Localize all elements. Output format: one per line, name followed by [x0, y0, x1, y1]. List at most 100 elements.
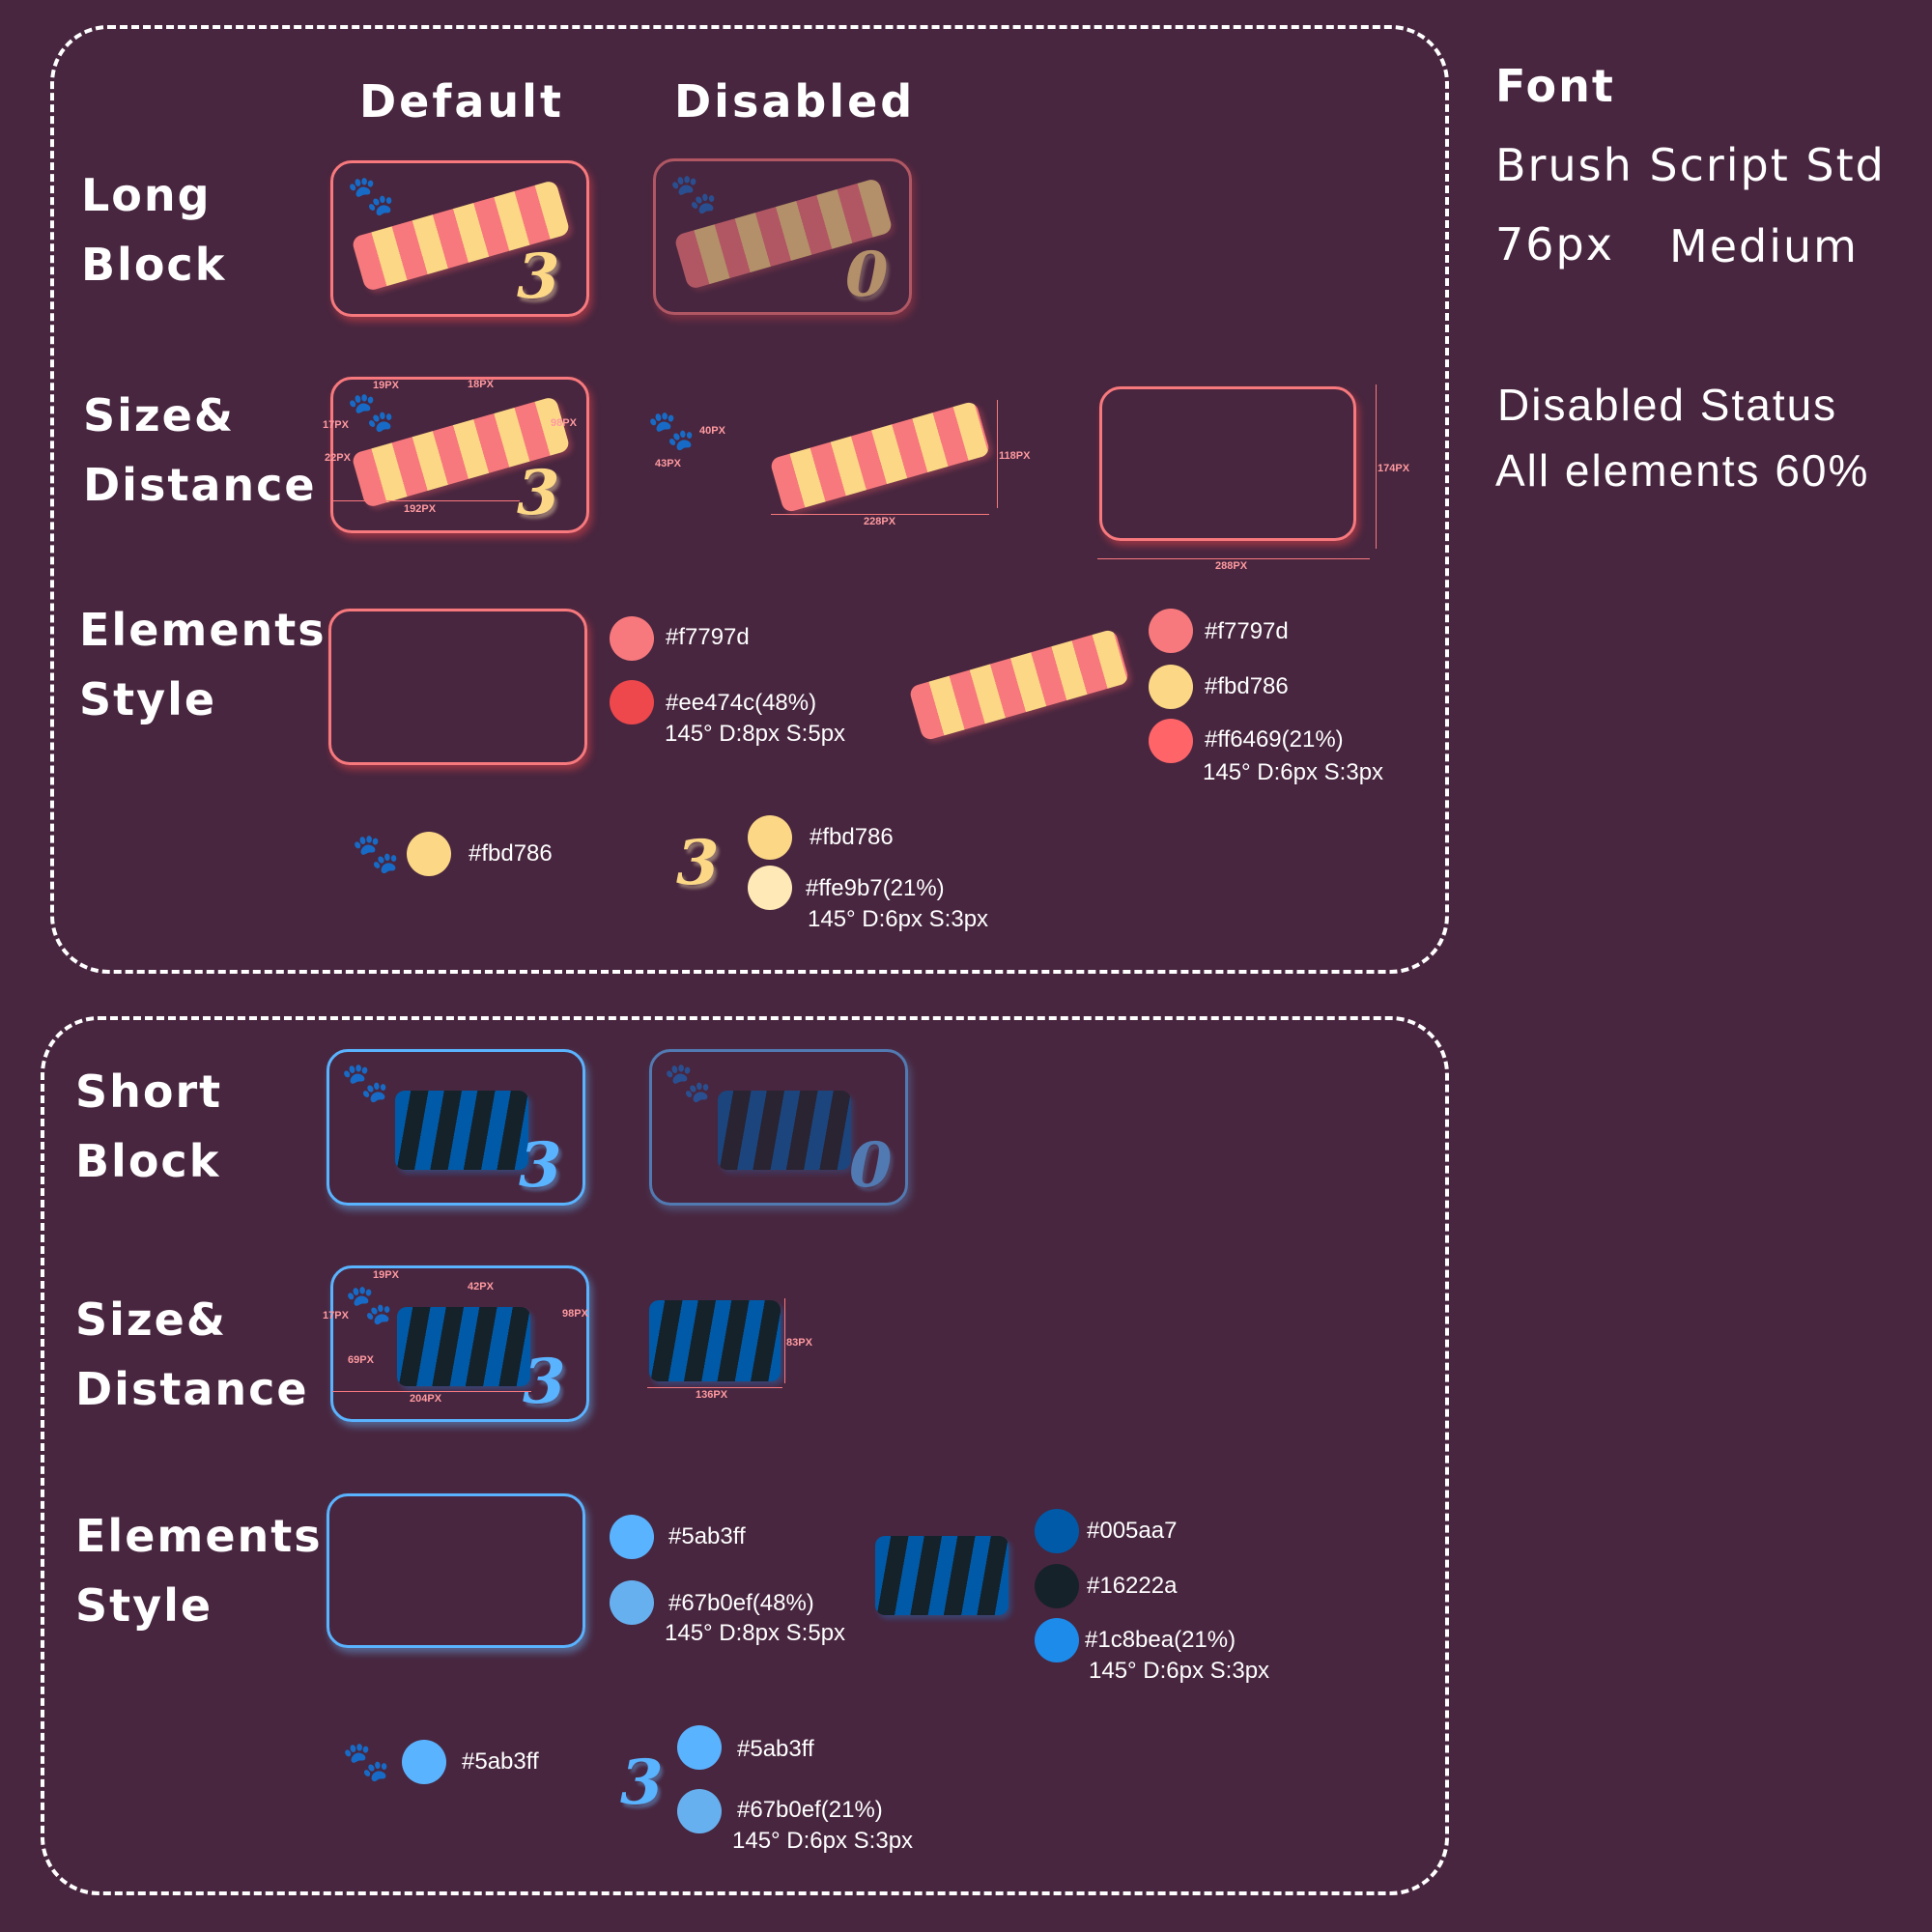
- shadow-label: 145° D:6px S:3px: [1089, 1658, 1270, 1684]
- hex-label: #f7797d: [666, 624, 750, 650]
- color-swatch: [1149, 665, 1193, 709]
- long-digit-sample: 3: [676, 827, 720, 899]
- short-disabled-digit: 0: [849, 1129, 893, 1202]
- hex-label: #1c8bea(21%): [1085, 1627, 1236, 1653]
- hex-label: #67b0ef(48%): [668, 1590, 814, 1616]
- paw-icon: 🐾: [352, 832, 400, 876]
- short-size-digit: 3: [523, 1346, 566, 1418]
- long-section-frame: [50, 25, 1449, 974]
- long-frame-card: [1099, 386, 1356, 541]
- dim-label: 42PX: [468, 1281, 494, 1293]
- long-disabled-card: 🐾 0: [653, 158, 912, 315]
- measure-line: [997, 400, 998, 508]
- long-block-title: Long Block: [81, 169, 227, 291]
- dim-label: 19PX: [373, 1269, 399, 1281]
- short-disabled-card: 🐾 0: [649, 1049, 908, 1206]
- short-size-card: 🐾 3: [330, 1265, 589, 1422]
- hex-label: #fbd786: [469, 840, 553, 867]
- measure-line: [647, 1387, 782, 1388]
- dim-label: 19PX: [373, 380, 399, 391]
- disabled-heading: Disabled Status: [1497, 380, 1838, 430]
- dim-label: 83PX: [786, 1337, 812, 1349]
- color-swatch: [610, 616, 654, 661]
- color-swatch: [1035, 1618, 1079, 1662]
- short-block-title: Short Block: [75, 1065, 223, 1187]
- paw-icon: 🐾: [647, 409, 696, 453]
- hex-label: #ff6469(21%): [1205, 726, 1344, 753]
- hex-label: #16222a: [1087, 1573, 1178, 1599]
- paw-icon: 🐾: [664, 1061, 712, 1105]
- dim-label: 17PX: [323, 1310, 349, 1321]
- dim-label: 43PX: [655, 458, 681, 469]
- color-swatch: [407, 832, 451, 876]
- measure-line: [330, 500, 520, 501]
- short-striped-bar: [649, 1300, 781, 1381]
- font-heading: Font: [1495, 60, 1615, 112]
- color-swatch: [1149, 609, 1193, 653]
- measure-line: [771, 514, 989, 515]
- long-style-title: Elements Style: [79, 604, 327, 725]
- short-style-frame-card: [327, 1493, 585, 1648]
- measure-line: [332, 1391, 531, 1392]
- font-size: 76px: [1495, 218, 1614, 270]
- dim-label: 204PX: [410, 1393, 442, 1405]
- dim-label: 69PX: [348, 1354, 374, 1366]
- color-swatch: [1035, 1564, 1079, 1608]
- color-swatch: [748, 866, 792, 910]
- color-swatch: [748, 815, 792, 860]
- dim-label: 228PX: [864, 516, 896, 527]
- dim-label: 18PX: [468, 379, 494, 390]
- paw-icon: 🐾: [347, 174, 395, 218]
- short-striped-bar: [718, 1091, 851, 1170]
- color-swatch: [1149, 719, 1193, 763]
- color-swatch: [610, 680, 654, 724]
- long-size-title: Size& Distance: [83, 389, 317, 511]
- hex-label: #67b0ef(21%): [737, 1797, 883, 1823]
- shadow-label: 145° D:6px S:3px: [808, 906, 989, 932]
- long-size-digit: 3: [517, 457, 560, 529]
- dim-label: 98PX: [562, 1308, 588, 1320]
- color-swatch: [610, 1580, 654, 1625]
- shadow-label: 145° D:6px S:3px: [1203, 759, 1384, 785]
- shadow-label: 145° D:8px S:5px: [665, 721, 846, 747]
- measure-line: [784, 1298, 785, 1383]
- font-weight: Medium: [1669, 220, 1859, 272]
- long-default-card: 🐾 3: [330, 160, 589, 317]
- paw-icon: 🐾: [669, 172, 718, 216]
- short-striped-bar: [875, 1536, 1009, 1615]
- column-disabled-title: Disabled: [674, 75, 916, 128]
- dim-label: 288PX: [1215, 560, 1248, 572]
- short-section-frame: [41, 1016, 1449, 1895]
- disabled-description: All elements 60%: [1495, 445, 1870, 496]
- paw-icon: 🐾: [341, 1061, 389, 1105]
- paw-icon: 🐾: [347, 390, 395, 435]
- short-size-title: Size& Distance: [75, 1293, 309, 1415]
- dim-label: 40PX: [699, 425, 725, 437]
- short-default-digit: 3: [519, 1129, 562, 1202]
- color-swatch: [677, 1789, 722, 1833]
- color-swatch: [610, 1515, 654, 1559]
- hex-label: #f7797d: [1205, 618, 1289, 644]
- hex-label: #5ab3ff: [737, 1736, 814, 1762]
- color-swatch: [677, 1725, 722, 1770]
- dim-label: 174PX: [1378, 463, 1410, 474]
- short-digit-sample: 3: [620, 1747, 664, 1819]
- short-striped-bar: [397, 1307, 530, 1386]
- hex-label: #ffe9b7(21%): [806, 875, 945, 901]
- hex-label: #5ab3ff: [668, 1523, 746, 1549]
- long-style-frame-card: [328, 609, 587, 765]
- hex-label: #fbd786: [810, 824, 894, 850]
- paw-icon: 🐾: [345, 1283, 393, 1327]
- color-swatch: [402, 1740, 446, 1784]
- short-striped-bar: [395, 1091, 528, 1170]
- hex-label: #fbd786: [1205, 673, 1289, 699]
- dim-label: 118PX: [999, 450, 1031, 462]
- dim-label: 22PX: [325, 452, 351, 464]
- long-size-card: 🐾 3: [330, 377, 589, 533]
- column-default-title: Default: [359, 75, 564, 128]
- dim-label: 17PX: [323, 419, 349, 431]
- paw-icon: 🐾: [342, 1740, 390, 1784]
- shadow-label: 145° D:6px S:3px: [732, 1828, 914, 1854]
- dim-label: 98PX: [551, 417, 577, 429]
- short-default-card: 🐾 3: [327, 1049, 585, 1206]
